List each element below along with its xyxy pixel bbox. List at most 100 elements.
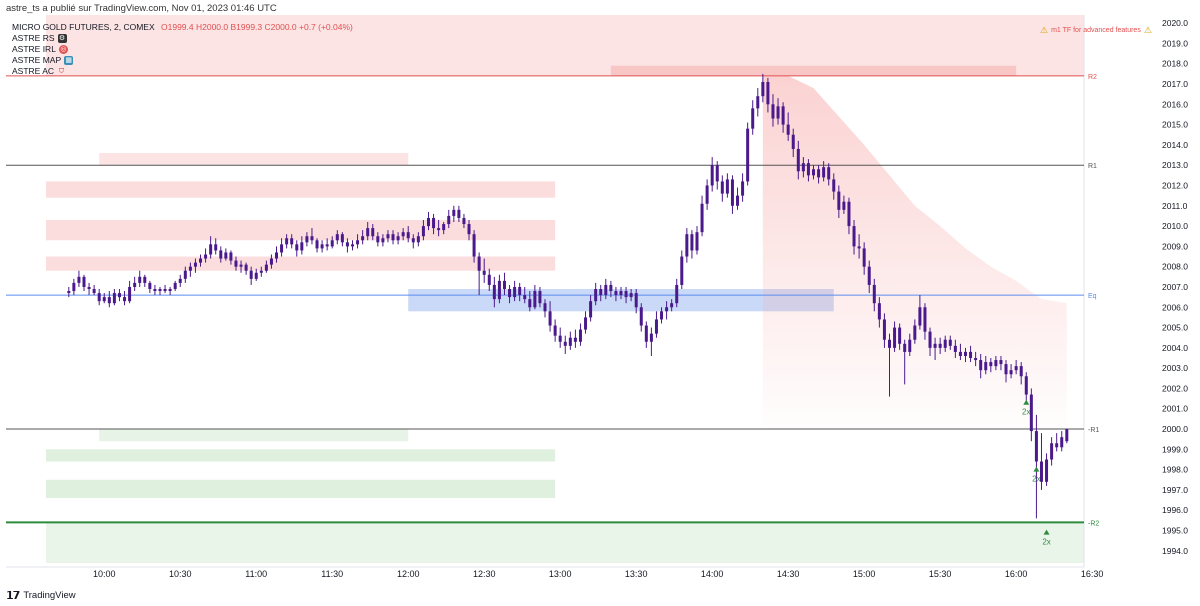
candle-body: [421, 226, 425, 237]
candle: [224, 248, 228, 261]
candle: [381, 234, 385, 247]
candle: [330, 236, 334, 249]
candle-body: [933, 343, 937, 348]
candle: [584, 311, 588, 334]
indicator-irl[interactable]: ASTRE IRL ◎: [12, 44, 353, 55]
candle-body: [426, 217, 430, 227]
candle: [614, 286, 618, 302]
candle: [943, 335, 947, 352]
y-tick-label: 1999.0: [1162, 444, 1188, 454]
candle-body: [832, 179, 836, 192]
candle: [168, 286, 172, 296]
candle-body: [366, 228, 370, 237]
candle: [442, 222, 446, 235]
indicator-rs[interactable]: ASTRE RS ⚙: [12, 33, 353, 44]
candle: [386, 230, 390, 243]
candle: [82, 274, 86, 292]
candle-body: [1045, 459, 1049, 482]
candle-body: [447, 215, 451, 225]
candle: [305, 232, 309, 247]
candle: [948, 335, 952, 350]
candle-body: [386, 234, 390, 239]
warning-icon: ⚠: [1143, 25, 1152, 35]
candle: [624, 286, 628, 304]
candle-body: [867, 266, 871, 285]
candle: [852, 219, 856, 255]
x-tick-label: 12:30: [473, 569, 496, 579]
indicator-map[interactable]: ASTRE MAP ▦: [12, 55, 353, 66]
y-tick-label: 2006.0: [1162, 302, 1188, 312]
candle-body: [710, 165, 714, 186]
candle: [953, 339, 957, 359]
candle: [578, 323, 582, 346]
candle: [938, 337, 942, 354]
candle-body: [416, 236, 420, 243]
candle: [563, 335, 567, 354]
signal-label: 2x: [1032, 475, 1040, 484]
y-tick-label: 2015.0: [1162, 120, 1188, 130]
candle-body: [371, 228, 375, 237]
candle-body: [305, 236, 309, 243]
candle: [862, 242, 866, 275]
candle: [969, 345, 973, 363]
candle-body: [594, 289, 598, 302]
candle: [391, 230, 395, 245]
zones-layer: [46, 15, 1084, 563]
candle-body: [852, 226, 856, 247]
candle: [832, 173, 836, 200]
candle-body: [685, 234, 689, 257]
candle-body: [406, 232, 410, 239]
publisher-text: astre_ts a publié sur TradingView.com, N…: [6, 3, 277, 14]
candle-body: [538, 291, 542, 304]
candle-body: [877, 303, 881, 320]
indicator-ac[interactable]: ASTRE AC ⛉: [12, 66, 353, 77]
candle-body: [396, 236, 400, 241]
candle: [649, 327, 653, 356]
candle: [660, 307, 664, 324]
candle-body: [806, 163, 810, 176]
candle: [786, 112, 790, 141]
candle: [958, 343, 962, 361]
candle-body: [994, 360, 998, 367]
candle: [761, 73, 765, 103]
candle-body: [497, 280, 501, 300]
y-tick-label: 2003.0: [1162, 363, 1188, 373]
candle: [133, 276, 137, 292]
candle: [143, 274, 147, 287]
candle-body: [401, 232, 405, 237]
candle: [791, 128, 795, 158]
candle-body: [812, 169, 816, 176]
warning-text: m1 TF for advanced features: [1051, 27, 1141, 34]
candle: [644, 321, 648, 348]
candle-body: [148, 282, 152, 289]
candle-body: [989, 362, 993, 367]
candle-body: [887, 339, 891, 348]
candle-body: [938, 343, 942, 348]
candle-body: [518, 286, 522, 296]
candle: [817, 165, 821, 184]
y-tick-label: 2008.0: [1162, 262, 1188, 272]
candle-body: [599, 289, 603, 296]
candle-body: [1004, 364, 1008, 375]
candle-body: [472, 234, 476, 257]
candle: [1019, 362, 1023, 385]
y-tick-label: 2017.0: [1162, 79, 1188, 89]
candle: [523, 286, 527, 304]
candle-body: [979, 360, 983, 371]
chart-legend: MICRO GOLD FUTURES, 2, COMEX O1999.4 H20…: [12, 22, 353, 77]
footer-brand[interactable]: 𝟭𝟳 TradingView: [6, 589, 76, 602]
candle: [675, 278, 679, 308]
candle-body: [1034, 431, 1038, 462]
candle-body: [715, 165, 719, 182]
levels-layer: R2 R1 Eq -R1 -R2: [6, 74, 1099, 527]
candle-body: [168, 289, 172, 292]
candle: [548, 301, 552, 332]
candle-body: [791, 134, 795, 149]
candle: [462, 213, 466, 229]
candle: [781, 102, 785, 133]
candle: [518, 282, 522, 302]
candle: [695, 226, 699, 255]
candle: [553, 319, 557, 342]
candle-body: [634, 293, 638, 308]
